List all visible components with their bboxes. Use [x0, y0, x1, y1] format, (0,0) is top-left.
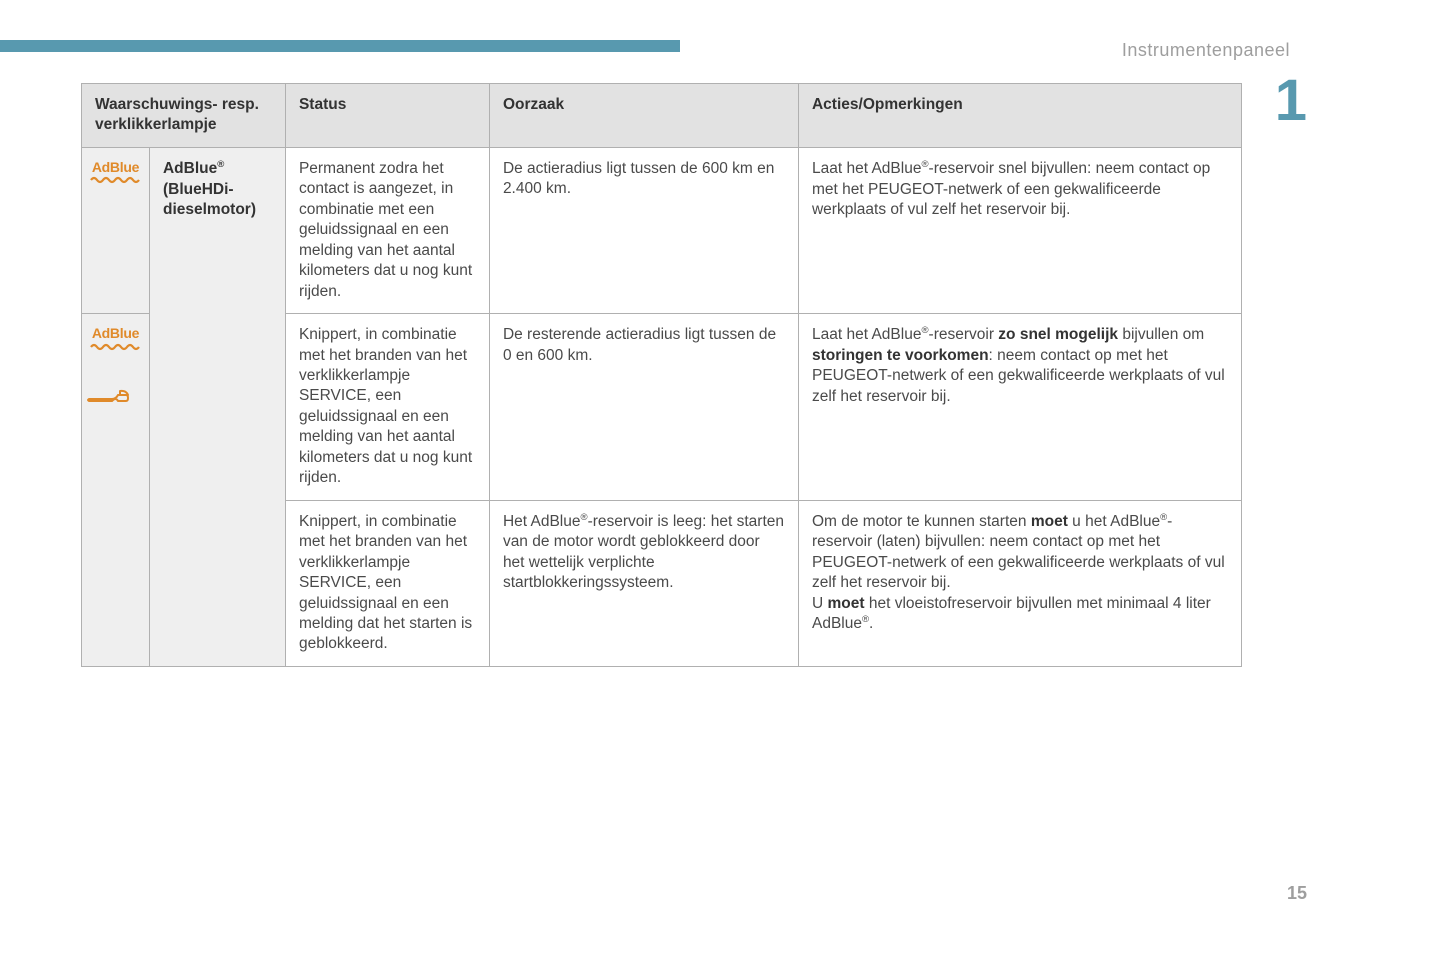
action-cell: Laat het AdBlue®-reservoir snel bijvulle…: [798, 147, 1241, 313]
page-number: 15: [1287, 883, 1307, 904]
chapter-number: 1: [1275, 72, 1307, 130]
lamp-name-line2: (BlueHDi-dieselmotor): [163, 181, 256, 218]
status-cell: Permanent zodra het contact is aangezet,…: [285, 147, 489, 313]
th-actions: Acties/Opmerkingen: [798, 84, 1241, 148]
icon-cell-row2: AdBlue: [82, 314, 150, 667]
lamp-name-line1: AdBlue®: [163, 160, 224, 177]
action-cell: Om de motor te kunnen starten moet u het…: [798, 500, 1241, 666]
cause-cell: Het AdBlue®-reservoir is leeg: het start…: [489, 500, 798, 666]
status-cell: Knippert, in combinatie met het branden …: [285, 314, 489, 501]
lamp-name-cell: AdBlue® (BlueHDi-dieselmotor): [149, 147, 285, 666]
warning-table: Waarschuwings- resp. verklikkerlampje St…: [81, 83, 1242, 667]
header-accent-bar: [0, 40, 680, 52]
section-title: Instrumentenpaneel: [1122, 40, 1290, 61]
action-cell: Laat het AdBlue®-reservoir zo snel mogel…: [798, 314, 1241, 501]
adblue-icon: AdBlue: [90, 158, 140, 184]
icon-cell-row1: AdBlue: [82, 147, 150, 313]
table-header-row: Waarschuwings- resp. verklikkerlampje St…: [82, 84, 1242, 148]
th-cause: Oorzaak: [489, 84, 798, 148]
th-status: Status: [285, 84, 489, 148]
wrench-icon: [86, 387, 130, 407]
cause-cell: De actieradius ligt tussen de 600 km en …: [489, 147, 798, 313]
status-cell: Knippert, in combinatie met het branden …: [285, 500, 489, 666]
th-lamp: Waarschuwings- resp. verklikkerlampje: [82, 84, 286, 148]
table-row: AdBlue AdBlue® (BlueHDi-dieselmotor) Per…: [82, 147, 1242, 313]
warning-table-container: Waarschuwings- resp. verklikkerlampje St…: [81, 83, 1242, 667]
adblue-icon: AdBlue: [90, 324, 140, 350]
cause-cell: De resterende actieradius ligt tussen de…: [489, 314, 798, 501]
